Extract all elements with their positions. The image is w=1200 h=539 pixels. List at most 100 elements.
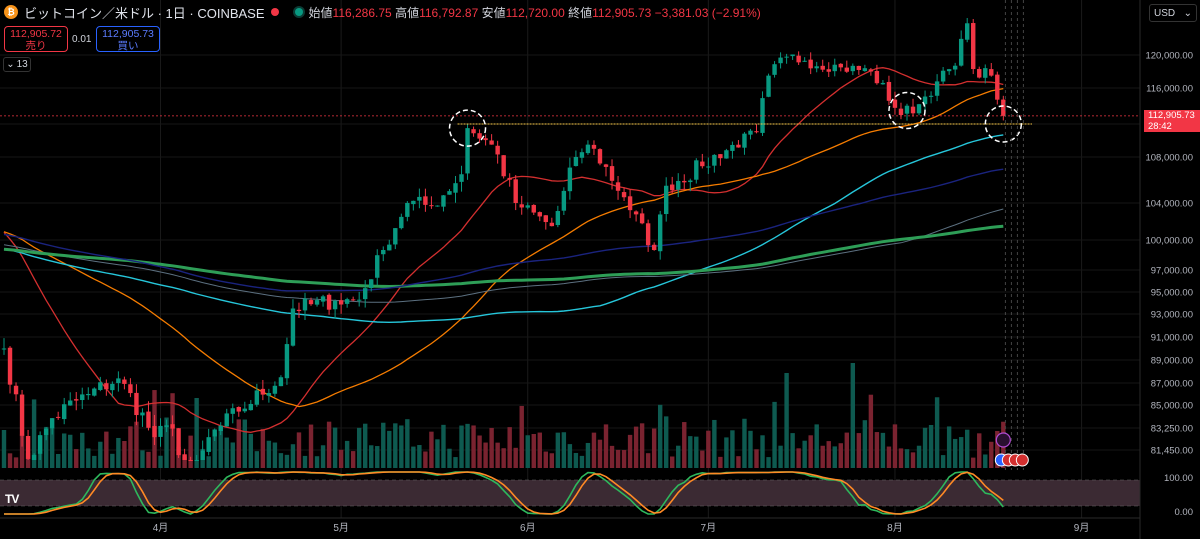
volume-bar	[651, 428, 657, 468]
bar-countdown: 28:42	[1148, 121, 1172, 132]
volume-bar	[290, 444, 296, 468]
volume-bar	[194, 398, 199, 468]
volume-bar	[218, 425, 223, 468]
volume-bar	[886, 446, 892, 468]
candle-body	[25, 435, 31, 459]
candle-body	[43, 428, 49, 435]
time-tick-label: 6月	[520, 522, 536, 534]
volume-bar	[561, 432, 567, 468]
volume-bar	[892, 424, 898, 468]
candle-body	[236, 406, 241, 412]
candle-body	[694, 160, 699, 180]
buy-button[interactable]: 112,905.73 買い	[96, 26, 160, 52]
volume-bar	[862, 420, 868, 468]
indicators-toggle-button[interactable]: ⌄ 13	[3, 57, 31, 72]
chevron-down-icon: ⌄	[6, 59, 15, 70]
currency-select[interactable]: USD ⌄	[1149, 4, 1197, 22]
candle-body	[898, 108, 904, 115]
sell-label: 売り	[25, 40, 47, 52]
volume-bar	[158, 455, 163, 468]
volume-bar	[7, 453, 13, 468]
sell-button[interactable]: 112,905.72 売り	[4, 26, 68, 52]
candle-body	[1001, 99, 1006, 116]
volume-bar	[465, 423, 470, 468]
candle-body	[995, 74, 1000, 100]
volume-bar	[369, 445, 374, 468]
volume-bar	[531, 433, 536, 468]
candle-body	[856, 65, 862, 70]
candle-body	[49, 418, 55, 429]
candle-body	[483, 138, 488, 141]
candle-body	[549, 222, 555, 227]
candle-body	[62, 404, 67, 420]
volume-bar	[74, 449, 79, 468]
candle-body	[344, 299, 350, 304]
volume-bar	[766, 457, 771, 468]
volume-bar	[519, 405, 524, 468]
volume-bar	[495, 442, 500, 468]
candle-body	[820, 65, 825, 70]
volume-bar	[314, 456, 320, 468]
candle-body	[748, 130, 753, 135]
candle-body	[13, 385, 19, 395]
highlight-circle	[448, 109, 487, 147]
volume-bar	[248, 433, 254, 468]
volume-bar	[760, 435, 765, 468]
volume-bar	[116, 437, 121, 468]
symbol-header: ₿ ビットコイン／米ドル · 1日 · COINBASE 始値116,286.7…	[0, 0, 761, 24]
volume-bar	[507, 427, 512, 468]
volume-bar	[206, 456, 211, 468]
candle-body	[128, 384, 133, 394]
candle-body	[37, 435, 43, 454]
candle-body	[507, 177, 512, 180]
candle-body	[441, 195, 446, 207]
volume-bar	[260, 428, 266, 468]
volume-bar	[748, 430, 753, 468]
candle-body	[176, 428, 181, 456]
candle-body	[248, 403, 254, 411]
candle-body	[778, 57, 783, 64]
volume-bar	[844, 432, 849, 468]
volume-bar	[754, 449, 759, 468]
volume-bar	[615, 449, 621, 468]
volume-bar	[182, 456, 187, 468]
candle-body	[375, 255, 380, 278]
candle-body	[971, 23, 976, 70]
volume-bar	[272, 442, 278, 468]
volume-bar	[585, 442, 591, 468]
volume-bar	[724, 437, 729, 468]
price-tick-label: 120,000.00	[1145, 51, 1193, 62]
candle-body	[760, 98, 765, 133]
volume-bar	[736, 456, 741, 468]
volume-bar	[92, 455, 97, 468]
price-tick-label: 83,250.00	[1151, 424, 1193, 435]
candle-body	[742, 133, 747, 148]
candle-body	[489, 140, 494, 145]
volume-bar	[670, 456, 675, 468]
volume-bar	[657, 404, 663, 468]
tradingview-logo-icon[interactable]: TV	[5, 492, 19, 506]
candle-body	[314, 300, 320, 305]
volume-bar	[375, 446, 380, 468]
highlight-circle	[888, 91, 926, 130]
volume-bar	[1, 430, 7, 468]
volume-bar	[983, 454, 988, 468]
candle-body	[904, 105, 910, 114]
candle-body	[946, 69, 952, 72]
candle-body	[718, 154, 723, 159]
candle-body	[393, 228, 398, 245]
volume-bar	[688, 436, 693, 468]
open-label: 始値	[308, 5, 333, 20]
candle-body	[633, 211, 639, 215]
candle-body	[104, 383, 109, 390]
candle-body	[700, 161, 705, 167]
price-tick-label: 95,000.00	[1151, 288, 1193, 299]
symbol-title[interactable]: ビットコイン／米ドル · 1日 · COINBASE	[24, 5, 265, 21]
candle-body	[266, 393, 272, 396]
candle-body	[790, 54, 795, 57]
volume-bar	[308, 424, 314, 468]
chart-grid	[0, 0, 1140, 518]
candle-body	[350, 299, 356, 301]
candle-body	[814, 66, 819, 69]
